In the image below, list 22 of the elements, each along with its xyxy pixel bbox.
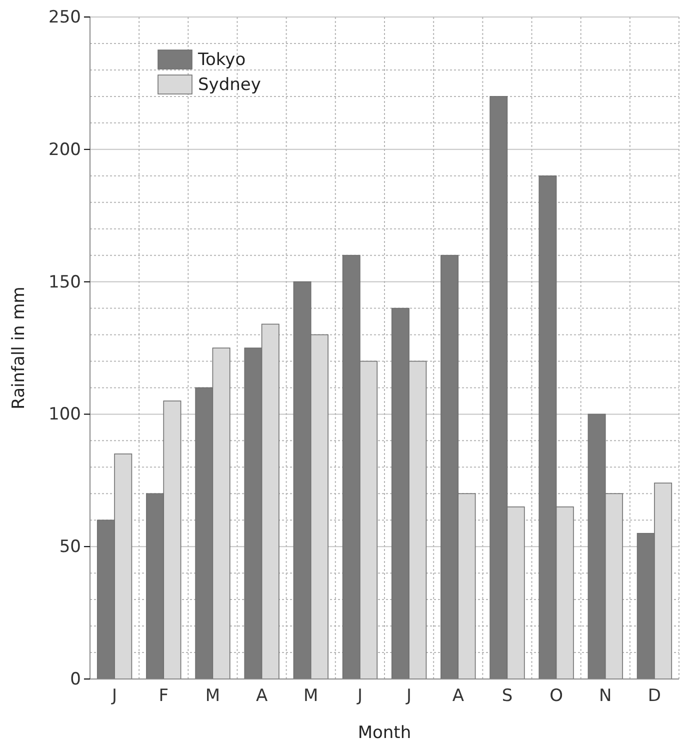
x-tick-label: A <box>452 686 464 706</box>
y-tick-label: 150 <box>48 272 81 292</box>
x-tick-label: A <box>256 686 268 706</box>
y-tick-label: 100 <box>48 404 81 425</box>
x-tick-label: J <box>406 686 412 706</box>
x-tick-label: J <box>111 686 118 706</box>
x-tick-label: N <box>599 686 612 706</box>
legend-label: Tokyo <box>197 50 246 70</box>
x-tick-label: M <box>205 686 220 706</box>
legend-label: Sydney <box>198 75 261 95</box>
x-axis-title: Month <box>358 723 412 743</box>
x-tick-label: O <box>550 686 563 706</box>
y-tick-label: 200 <box>48 140 81 160</box>
x-tick-label: M <box>304 686 318 706</box>
y-tick-label: 250 <box>48 7 81 28</box>
x-tick-label: S <box>502 686 513 706</box>
y-tick-label: 50 <box>59 537 81 558</box>
x-tick-label: D <box>648 686 662 706</box>
x-tick-label: F <box>158 686 169 706</box>
y-tick-label: 0 <box>70 669 81 690</box>
x-tick-label: J <box>356 686 362 706</box>
y-axis-title: Rainfall in mm <box>9 286 29 410</box>
